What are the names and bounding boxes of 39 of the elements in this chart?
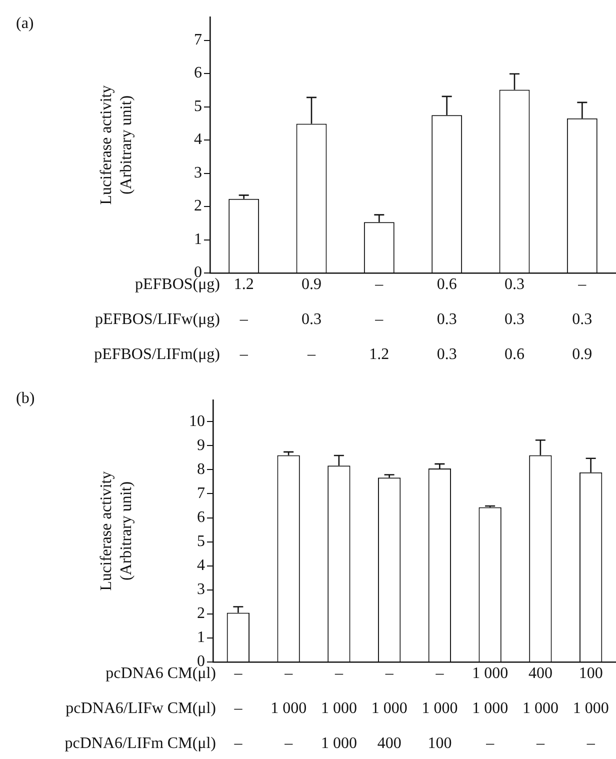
text: pEFBOS/LIFm(μg) [94,346,220,364]
x-tick-label: 400 1 000 – [522,665,558,752]
y-tick-label: 5 [197,533,205,550]
y-tick-label: 10 [189,412,205,430]
x-tick-label: – – 1.2 [369,276,390,364]
y-tick-label: 8 [197,460,205,478]
x-tick-label: – 1 000 – [270,665,307,752]
x-tick-label: 0.3 0.3 0.6 [504,276,524,364]
x-tick-label: – 1 000 1 000 [320,665,357,752]
y-tick-label: 3 [194,164,202,182]
x-tick-label: 100 1 000 – [572,665,609,752]
x-tick-label: 1 000 1 000 – [472,665,508,752]
y-tick-label: 7 [194,31,202,48]
x-tick-label: 0.9 0.3 – [302,276,322,364]
y-tick-label: 1 [197,629,205,646]
x-tick-label: – 1 000 100 [422,665,458,752]
text: pcDNA6/LIFm CM(μl) [64,735,216,752]
text: (a) [16,15,34,32]
y-tick-label: 4 [194,131,202,148]
x-tick-label: 1.2 – – [234,276,254,364]
x-tick-label: – 0.3 0.9 [572,276,592,364]
y-tick-label: 1 [194,230,202,248]
y-tick-label: 2 [197,605,205,622]
x-tick-label: – – – [233,665,244,752]
y-axis-title: Luciferase activity (Arbitrary unit) [98,471,136,591]
y-tick-label: 2 [194,198,202,215]
y-tick-label: 5 [194,98,202,115]
y-tick-label: 6 [197,508,205,526]
text: pEFBOS/LIFw(μg) [94,311,220,328]
y-tick-label: 7 [197,484,205,502]
x-tick-label: – 1 000 400 [371,665,408,752]
y-tick-label: 4 [197,557,205,574]
text: pcDNA6/LIFw CM(μl) [66,700,216,718]
y-tick-label: 9 [197,436,205,454]
y-axis-title: Luciferase activity (Arbitrary unit) [98,85,136,205]
x-tick-label: 0.6 0.3 0.3 [436,276,457,364]
text: (b) [16,390,35,408]
y-tick-label: 6 [194,64,202,82]
y-tick-label: 3 [197,581,205,598]
